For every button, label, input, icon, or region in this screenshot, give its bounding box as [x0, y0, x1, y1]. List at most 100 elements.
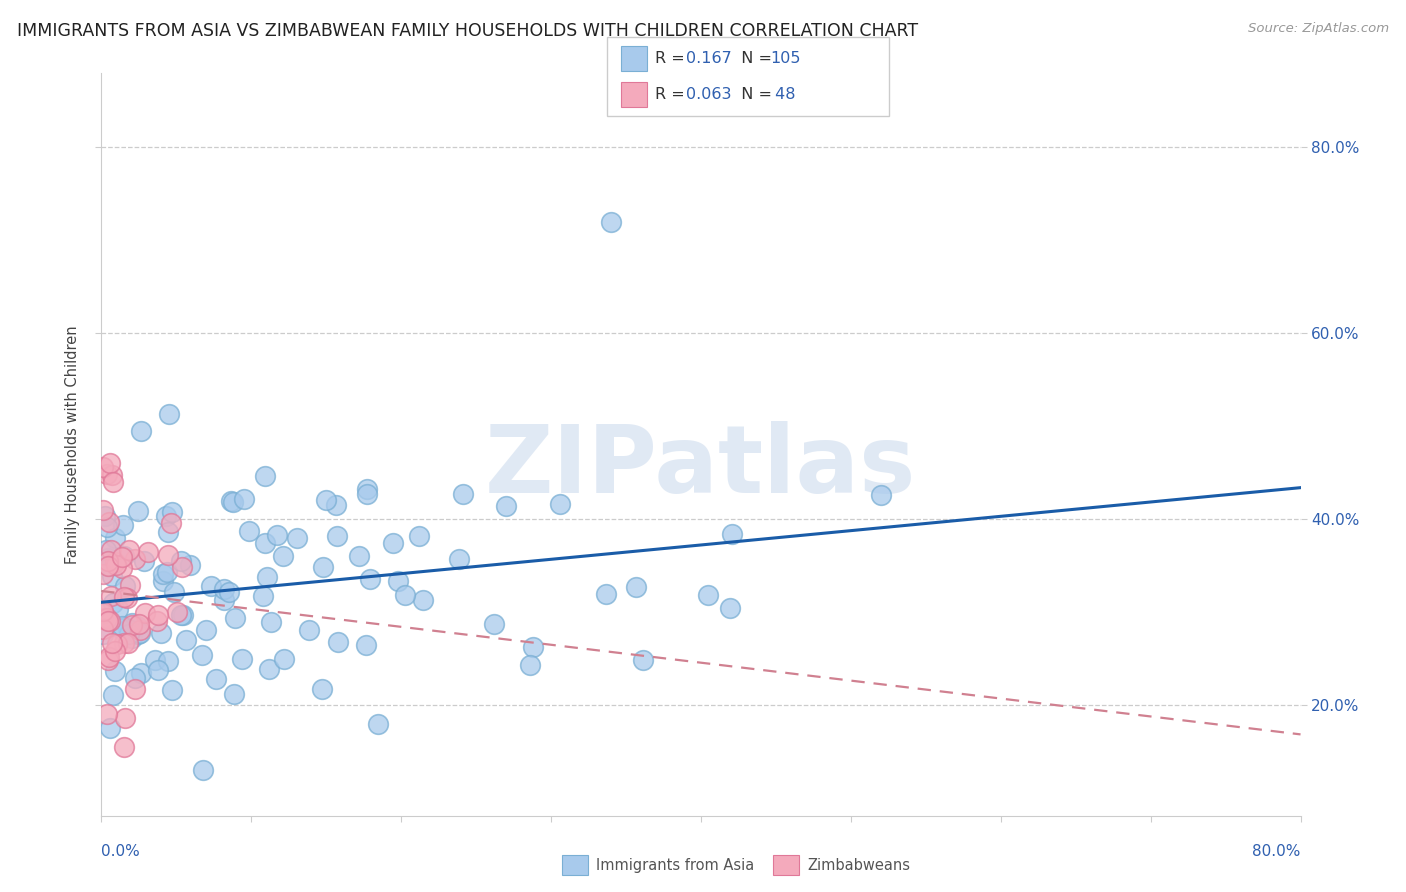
Point: [172, 560, 194, 574]
Point: [451, 487, 474, 501]
Point: [157, 524, 180, 539]
Point: [356, 483, 378, 497]
Point: [121, 617, 143, 632]
Point: [273, 652, 295, 666]
Point: [107, 602, 129, 616]
Point: [127, 626, 149, 640]
Point: [96, 467, 118, 481]
Point: [91, 611, 114, 625]
Point: [412, 593, 434, 607]
Point: [256, 570, 278, 584]
Point: [104, 643, 127, 657]
Point: [194, 624, 217, 638]
Point: [91, 459, 114, 474]
Point: [100, 468, 122, 483]
Point: [600, 215, 623, 229]
Point: [311, 682, 333, 697]
Point: [108, 621, 131, 635]
Point: [146, 614, 169, 628]
Point: [218, 585, 240, 599]
Point: [315, 493, 337, 508]
Point: [96, 611, 118, 625]
Point: [129, 424, 152, 438]
Point: [105, 637, 128, 651]
Text: 0.167: 0.167: [686, 52, 733, 66]
Point: [143, 653, 166, 667]
Text: N =: N =: [731, 52, 778, 66]
Point: [91, 606, 114, 620]
Point: [367, 717, 389, 731]
Point: [325, 529, 347, 543]
Point: [148, 663, 170, 677]
Point: [495, 499, 517, 513]
Point: [134, 553, 156, 567]
Point: [224, 611, 246, 625]
Text: 80.0%: 80.0%: [1253, 844, 1301, 859]
Point: [111, 619, 134, 633]
Point: [162, 585, 184, 599]
Point: [482, 616, 505, 631]
Point: [266, 527, 288, 541]
Point: [212, 592, 235, 607]
Point: [174, 633, 197, 648]
Point: [104, 555, 127, 569]
Point: [347, 549, 370, 563]
Point: [231, 652, 253, 666]
Point: [152, 566, 174, 581]
Point: [127, 504, 149, 518]
Point: [149, 625, 172, 640]
Point: [91, 611, 114, 625]
Text: 0.063: 0.063: [686, 87, 731, 102]
Point: [103, 475, 125, 489]
Point: [595, 587, 617, 601]
Point: [271, 549, 294, 563]
Text: IMMIGRANTS FROM ASIA VS ZIMBABWEAN FAMILY HOUSEHOLDS WITH CHILDREN CORRELATION C: IMMIGRANTS FROM ASIA VS ZIMBABWEAN FAMIL…: [17, 22, 918, 40]
Point: [224, 686, 246, 700]
Point: [118, 543, 141, 558]
Point: [91, 627, 114, 641]
Point: [205, 672, 228, 686]
Point: [631, 653, 654, 667]
Point: [160, 516, 183, 531]
Point: [91, 622, 114, 636]
Text: N =: N =: [731, 87, 778, 102]
Text: 48: 48: [770, 87, 796, 102]
Point: [100, 542, 122, 557]
Point: [112, 590, 135, 604]
Text: 0.0%: 0.0%: [101, 844, 141, 859]
Point: [97, 649, 120, 664]
Point: [112, 739, 135, 754]
Point: [114, 711, 136, 725]
Point: [100, 589, 122, 603]
Point: [696, 588, 718, 602]
Point: [285, 531, 308, 545]
Point: [325, 498, 347, 512]
Point: [359, 572, 381, 586]
Point: [127, 619, 149, 633]
Point: [155, 509, 177, 524]
Text: ZIPatlas: ZIPatlas: [485, 421, 917, 513]
Point: [870, 487, 893, 501]
Point: [104, 664, 127, 678]
Point: [624, 580, 647, 594]
Point: [91, 567, 114, 582]
Point: [297, 624, 319, 638]
Point: [152, 574, 174, 589]
Point: [190, 648, 212, 663]
Point: [381, 536, 404, 550]
Point: [121, 632, 143, 646]
Point: [191, 763, 214, 777]
Text: Source: ZipAtlas.com: Source: ZipAtlas.com: [1249, 22, 1389, 36]
Point: [101, 635, 124, 649]
Point: [720, 527, 742, 541]
Point: [98, 515, 121, 529]
Point: [259, 662, 281, 676]
Point: [98, 614, 121, 628]
Point: [157, 408, 180, 422]
Point: [94, 508, 117, 523]
Point: [356, 487, 378, 501]
Point: [94, 543, 117, 558]
Point: [124, 552, 146, 566]
Point: [117, 627, 139, 641]
Point: [447, 552, 470, 566]
